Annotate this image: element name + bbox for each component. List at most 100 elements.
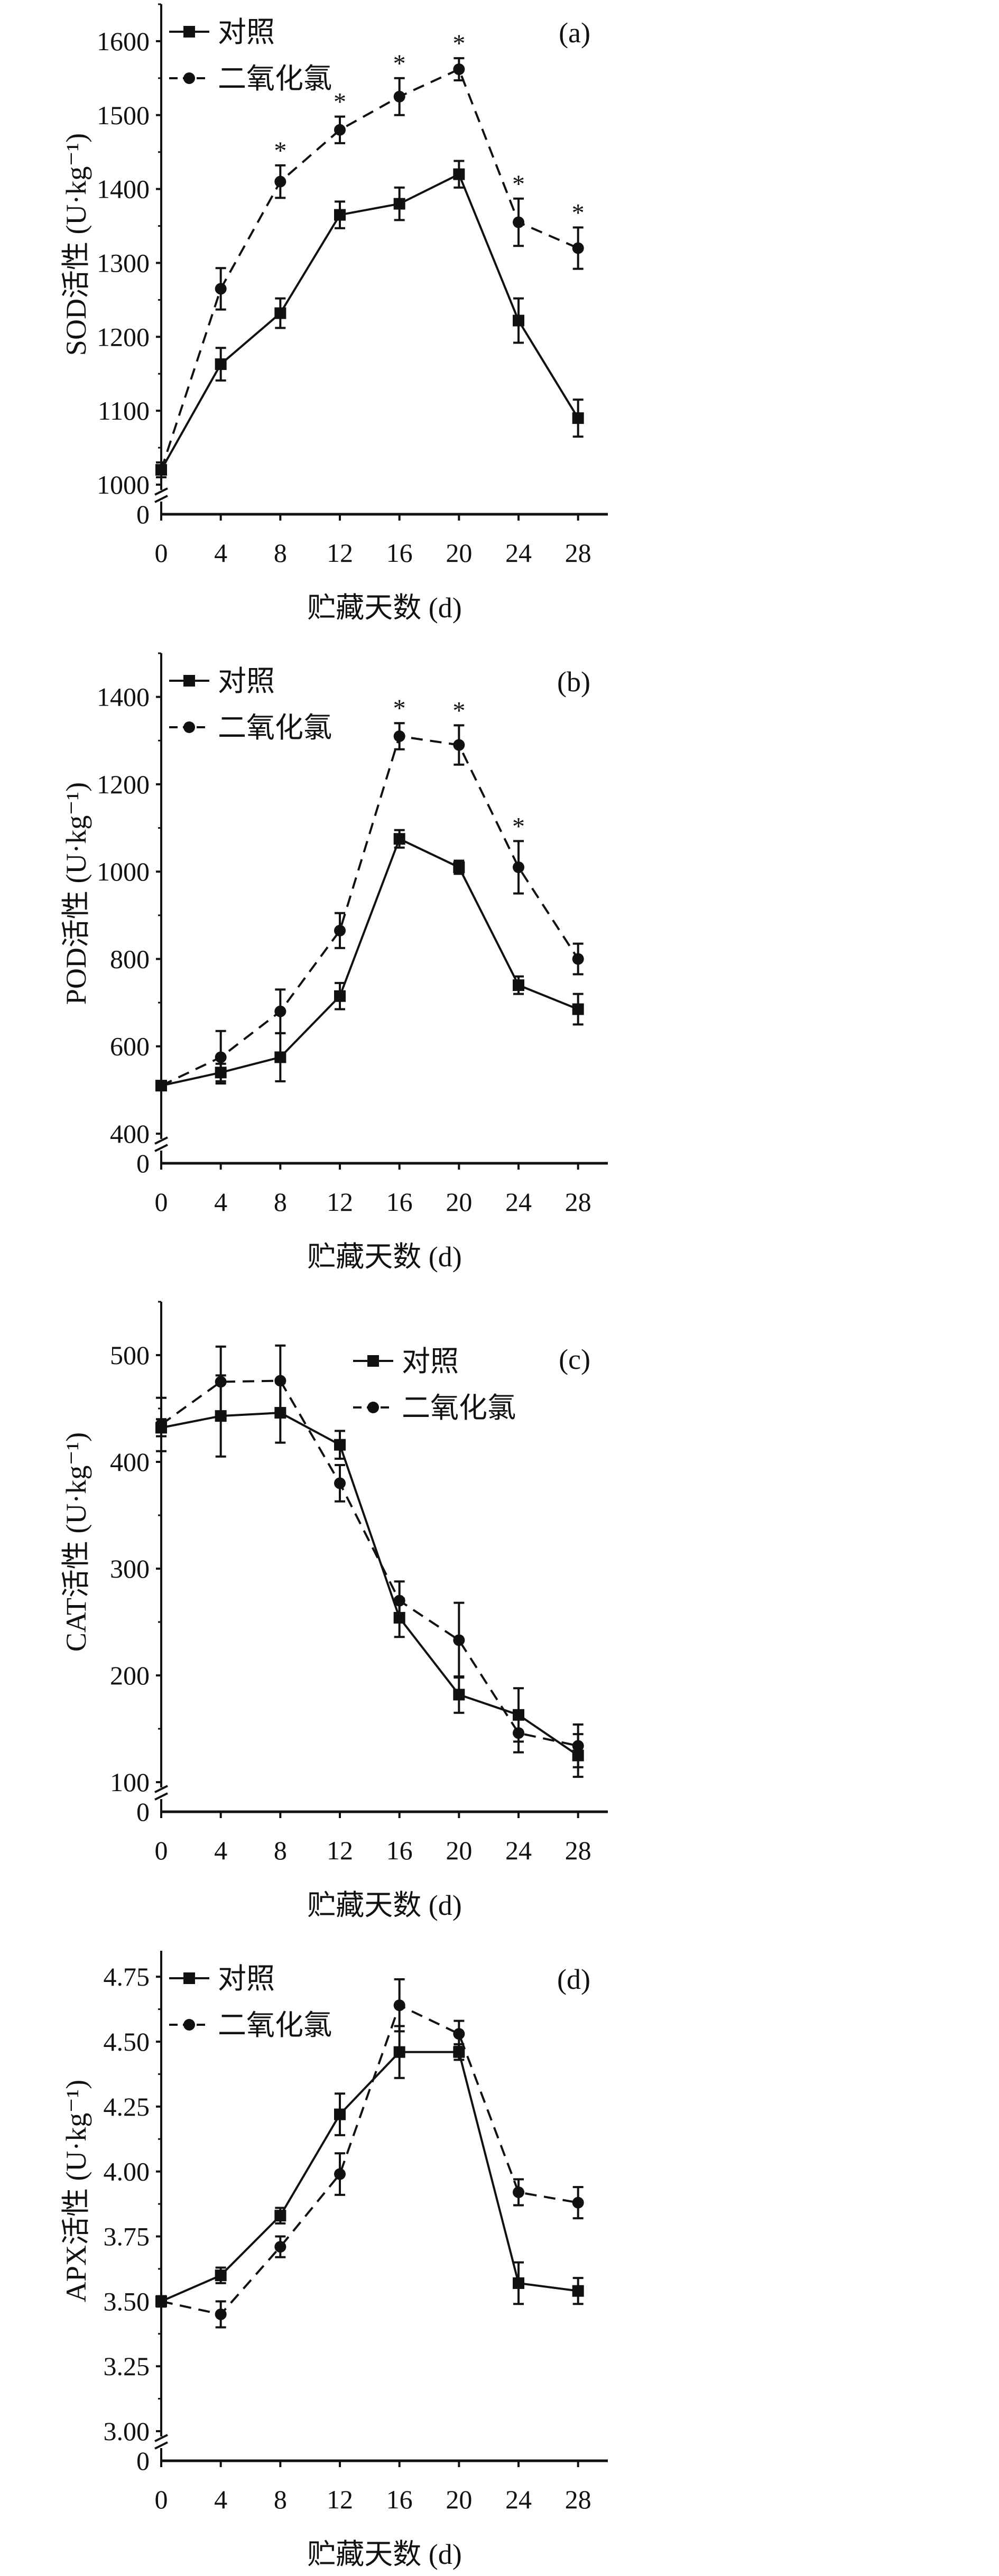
series-line-0 bbox=[161, 2051, 578, 2303]
significance-star: * bbox=[452, 30, 465, 58]
x-tick-label: 16 bbox=[386, 1187, 413, 1217]
x-tick-label: 16 bbox=[386, 1836, 413, 1865]
x-tick-label: 20 bbox=[446, 1836, 472, 1865]
data-point-square bbox=[334, 1439, 346, 1451]
y-tick-label: 300 bbox=[110, 1554, 150, 1583]
legend-marker-square bbox=[367, 1355, 379, 1367]
x-tick-label: 28 bbox=[565, 1187, 591, 1217]
y-axis-title: CAT活性 (U·kg⁻¹) bbox=[60, 1432, 92, 1652]
series-line-1 bbox=[160, 68, 579, 470]
legend-label: 对照 bbox=[402, 1346, 459, 1377]
y-tick-label: 600 bbox=[110, 1032, 150, 1061]
data-point-circle bbox=[453, 1634, 465, 1646]
y-tick-label: 3.75 bbox=[104, 2221, 150, 2251]
legend-label: 二氧化氯 bbox=[218, 712, 332, 744]
data-point-circle bbox=[393, 90, 405, 103]
data-point-circle bbox=[334, 124, 346, 136]
data-point-circle bbox=[572, 2197, 584, 2209]
legend-marker-square bbox=[183, 26, 195, 38]
legend-label: 对照 bbox=[218, 665, 275, 697]
y-axis-title: POD活性 (U·kg⁻¹) bbox=[60, 782, 92, 1005]
data-point-square bbox=[215, 358, 227, 370]
y-tick-label: 1400 bbox=[97, 174, 150, 204]
data-point-square bbox=[274, 2210, 286, 2222]
y-tick-label: 500 bbox=[110, 1340, 150, 1370]
data-point-circle bbox=[572, 1740, 584, 1752]
data-point-square bbox=[393, 198, 405, 210]
x-tick-label: 20 bbox=[446, 2485, 472, 2514]
data-point-circle bbox=[513, 2186, 524, 2198]
x-tick-label: 24 bbox=[505, 1187, 532, 1217]
legend-label: 对照 bbox=[218, 1963, 275, 1995]
x-tick-label: 12 bbox=[327, 538, 353, 568]
data-point-circle bbox=[274, 1005, 286, 1017]
y-tick-label: 400 bbox=[110, 1119, 150, 1148]
data-point-circle bbox=[393, 1999, 405, 2012]
legend-label: 二氧化氯 bbox=[218, 2009, 332, 2041]
data-point-square bbox=[393, 2046, 405, 2058]
data-point-square bbox=[513, 314, 524, 327]
data-point-circle bbox=[334, 2168, 346, 2180]
x-tick-label: 0 bbox=[155, 538, 168, 568]
data-point-circle bbox=[453, 739, 465, 751]
y-axis-title: APX活性 (U·kg⁻¹) bbox=[60, 2080, 92, 2302]
data-point-circle bbox=[274, 175, 286, 188]
legend-marker-circle bbox=[183, 721, 195, 733]
data-point-circle bbox=[155, 2295, 167, 2308]
x-tick-label: 28 bbox=[565, 538, 591, 568]
series-line-0 bbox=[161, 837, 579, 1087]
data-point-circle bbox=[513, 1727, 524, 1739]
legend-label: 二氧化氯 bbox=[402, 1392, 516, 1424]
x-tick-label: 24 bbox=[505, 1836, 532, 1865]
y-tick-label-zero: 0 bbox=[136, 1148, 150, 1178]
x-tick-label: 24 bbox=[505, 538, 532, 568]
series-line-0 bbox=[161, 1412, 579, 1757]
significance-star: * bbox=[274, 137, 286, 165]
significance-star: * bbox=[572, 199, 585, 227]
x-tick-label: 16 bbox=[386, 2485, 413, 2514]
axis-break-mark bbox=[154, 1785, 168, 1801]
x-tick-label: 4 bbox=[214, 1836, 227, 1865]
data-point-square bbox=[274, 307, 286, 319]
legend-marker-square bbox=[183, 675, 195, 687]
data-point-square bbox=[572, 412, 584, 424]
legend-marker-square bbox=[183, 1972, 195, 1984]
significance-star: * bbox=[452, 697, 465, 725]
data-point-square bbox=[453, 2046, 465, 2058]
legend-marker-circle bbox=[183, 2019, 195, 2031]
chart-panel-d: 3.00 3.25 3.50 3.75 4.00 4.25 4.50 4.75 00 4 8 12 16… bbox=[60, 1951, 608, 2570]
series-line-1 bbox=[160, 1379, 579, 1747]
x-tick-label: 8 bbox=[274, 1187, 287, 1217]
data-point-square bbox=[572, 1003, 584, 1015]
x-tick-label: 20 bbox=[446, 538, 472, 568]
significance-star: * bbox=[393, 50, 406, 78]
y-axis-title: SOD活性 (U·kg⁻¹) bbox=[60, 133, 92, 356]
data-point-square bbox=[513, 2277, 524, 2289]
data-point-circle bbox=[453, 2028, 465, 2040]
data-point-circle bbox=[155, 1419, 167, 1431]
y-tick-label: 100 bbox=[110, 1767, 150, 1797]
axis-break-mark bbox=[154, 1136, 168, 1152]
series-line-1 bbox=[161, 735, 579, 1087]
y-tick-label-zero: 0 bbox=[136, 2446, 150, 2476]
y-tick-label-zero: 0 bbox=[136, 499, 150, 529]
x-tick-label: 24 bbox=[505, 2485, 532, 2514]
data-point-square bbox=[453, 1689, 465, 1701]
panel-label: (c) bbox=[559, 1343, 590, 1375]
y-tick-label: 3.00 bbox=[104, 2416, 150, 2446]
significance-star: * bbox=[334, 88, 346, 116]
x-tick-label: 0 bbox=[155, 1187, 168, 1217]
data-point-square bbox=[393, 833, 405, 845]
panel-label: (b) bbox=[557, 666, 590, 698]
x-tick-label: 16 bbox=[386, 538, 413, 568]
y-tick-label: 3.25 bbox=[104, 2351, 150, 2381]
data-point-square bbox=[572, 2285, 584, 2297]
data-point-circle bbox=[393, 1595, 405, 1607]
data-point-circle bbox=[215, 1051, 227, 1063]
y-tick-label: 4.75 bbox=[104, 1962, 150, 1991]
y-tick-label: 1200 bbox=[97, 770, 150, 799]
data-point-circle bbox=[155, 1080, 167, 1092]
y-tick-label: 1300 bbox=[97, 248, 150, 277]
data-point-circle bbox=[274, 1375, 286, 1387]
panel-label: (d) bbox=[557, 1963, 590, 1995]
